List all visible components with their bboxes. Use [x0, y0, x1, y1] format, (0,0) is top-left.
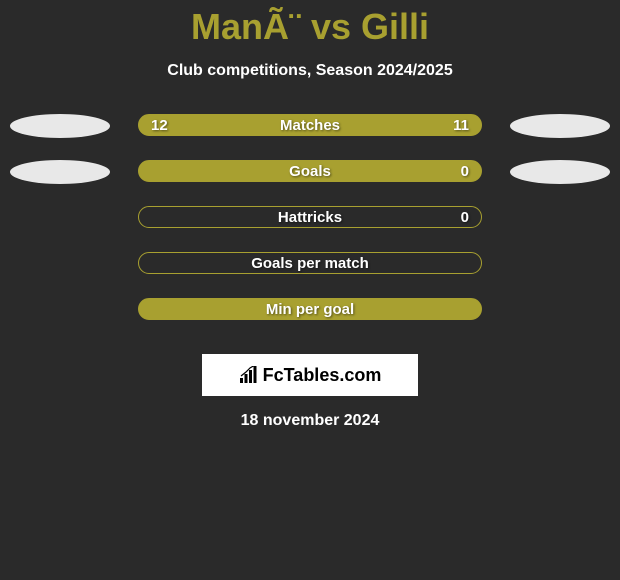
- stat-bar: Hattricks 0: [138, 206, 482, 228]
- stat-bar: 12 Matches 11: [138, 114, 482, 136]
- stat-label: Matches: [280, 117, 340, 134]
- date: 18 november 2024: [0, 412, 620, 430]
- stat-row: Goals 0: [0, 160, 620, 206]
- stat-row: Min per goal: [0, 298, 620, 344]
- stat-row: Hattricks 0: [0, 206, 620, 252]
- page-title: ManÃ¨ vs Gilli: [0, 0, 620, 48]
- logo-label: FcTables.com: [263, 365, 382, 386]
- stat-bar: Goals 0: [138, 160, 482, 182]
- stat-row: 12 Matches 11: [0, 114, 620, 160]
- logo-text: FcTables.com: [239, 365, 382, 386]
- stat-right-value: 0: [461, 163, 469, 180]
- stats-container: 12 Matches 11 Goals 0 Hattricks 0 Goals per mat…: [0, 114, 620, 344]
- left-ellipse: [10, 114, 110, 138]
- stat-label: Goals: [289, 163, 331, 180]
- stat-left-value: 12: [151, 117, 168, 134]
- left-ellipse: [10, 160, 110, 184]
- stat-bar: Goals per match: [138, 252, 482, 274]
- logo-box[interactable]: FcTables.com: [202, 354, 418, 396]
- stat-right-value: 11: [453, 117, 469, 134]
- stat-right-value: 0: [461, 209, 469, 226]
- right-ellipse: [510, 160, 610, 184]
- stat-bar: Min per goal: [138, 298, 482, 320]
- stat-label: Min per goal: [266, 301, 354, 318]
- chart-icon: [239, 366, 259, 384]
- stat-row: Goals per match: [0, 252, 620, 298]
- stat-label: Hattricks: [278, 209, 342, 226]
- right-ellipse: [510, 114, 610, 138]
- subtitle: Club competitions, Season 2024/2025: [0, 62, 620, 80]
- stat-label: Goals per match: [251, 255, 369, 272]
